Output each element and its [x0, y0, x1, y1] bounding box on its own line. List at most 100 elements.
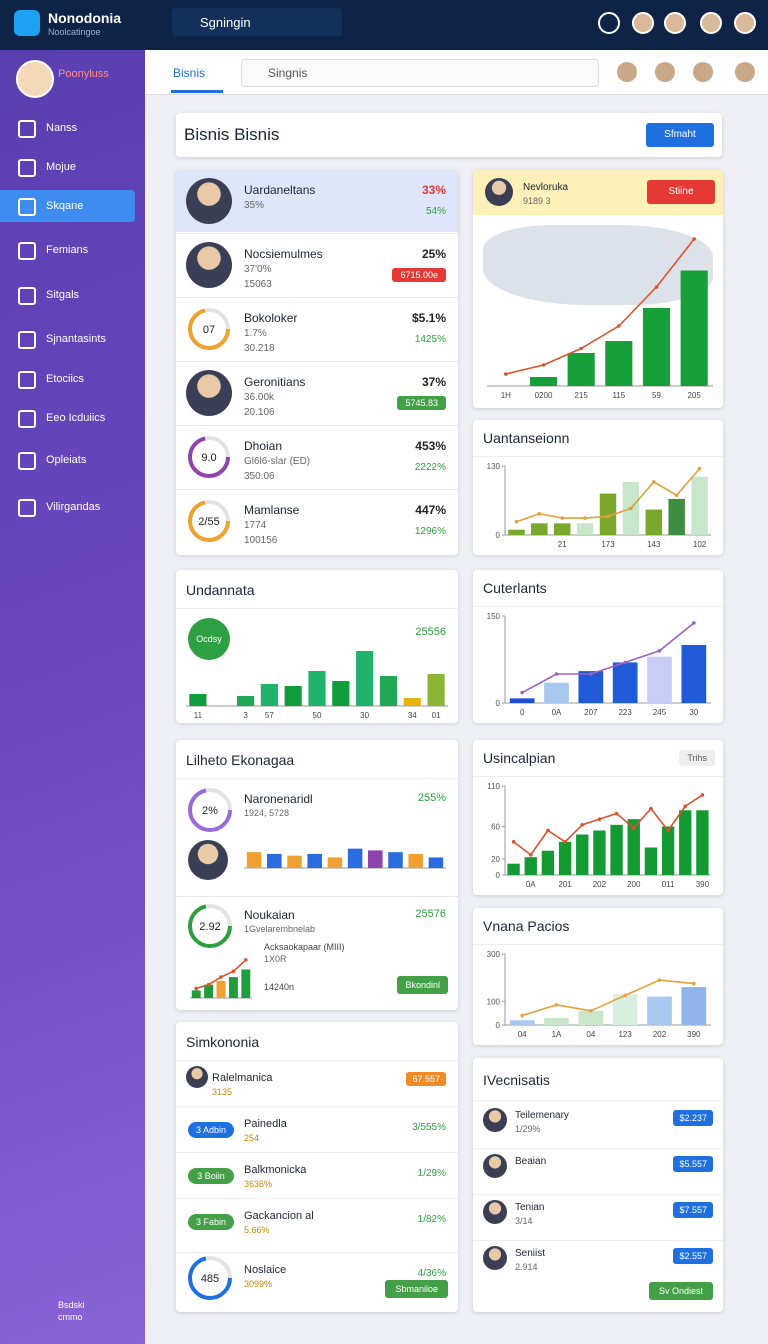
map-button[interactable]: Stiine: [647, 180, 715, 204]
map-name[interactable]: Nevloruka: [523, 182, 569, 193]
row-name[interactable]: Mamlanse: [244, 503, 300, 517]
undannata-card: Undannata Ocdsy 25556 11 3 57 50 30 34 01: [176, 570, 458, 723]
x-tick-label: 0: [520, 708, 525, 717]
menu-icon[interactable]: [18, 120, 36, 138]
menu-item[interactable]: Etociics: [46, 373, 84, 385]
x-tick-label: 223: [618, 708, 632, 717]
card-button[interactable]: Sbmaniloe: [385, 1280, 448, 1298]
avatar[interactable]: [186, 178, 232, 224]
avatar[interactable]: [186, 370, 232, 416]
menu-icon[interactable]: [18, 198, 36, 216]
primary-button[interactable]: Sfmaht: [646, 123, 714, 147]
menu-item[interactable]: Nanss: [46, 122, 78, 134]
row-name[interactable]: Dhoian: [244, 439, 283, 453]
row-name[interactable]: Seniist: [515, 1248, 546, 1259]
row-name[interactable]: Tenian: [515, 1202, 545, 1213]
avatar[interactable]: [186, 1066, 208, 1088]
row-name[interactable]: Noslaice: [244, 1264, 287, 1276]
simkononia-card: Simkononia Ralelmanica 3135 67.557 3 Adbin Pa…: [176, 1022, 458, 1312]
row-name[interactable]: Beaian: [515, 1156, 547, 1167]
top-icon[interactable]: [734, 12, 756, 34]
top-icon[interactable]: [598, 12, 620, 34]
search-box[interactable]: Singnis: [241, 59, 599, 87]
bar: [216, 980, 226, 998]
chart: 0 100 300 04 1A 04 123 202 390: [487, 950, 711, 1039]
row-name[interactable]: Noukaian: [244, 908, 295, 922]
menu-icon[interactable]: [18, 331, 36, 349]
row-pill[interactable]: 3 Boiin: [188, 1168, 234, 1184]
donut-label: 2.92: [199, 921, 220, 933]
row-value: 1/82%: [417, 1214, 446, 1225]
row-name[interactable]: Teilemenary: [515, 1110, 569, 1121]
menu-icon[interactable]: [18, 499, 36, 517]
trend-point: [697, 466, 702, 471]
avatar[interactable]: [483, 1200, 507, 1224]
avatar[interactable]: [483, 1154, 507, 1178]
top-icon[interactable]: [700, 12, 722, 34]
menu-item[interactable]: Eeo Icduiics: [46, 412, 106, 424]
header-icon[interactable]: [617, 62, 637, 82]
menu-item[interactable]: Opleiats: [46, 454, 87, 466]
menu-icon[interactable]: [18, 159, 36, 177]
header-icon[interactable]: [735, 62, 755, 82]
row-value: 255%: [417, 792, 446, 804]
top-icon[interactable]: [632, 12, 654, 34]
row-extra: 54%: [425, 206, 446, 217]
menu-icon[interactable]: [18, 452, 36, 470]
menu-icon[interactable]: [18, 410, 36, 428]
menu-icon[interactable]: [18, 242, 36, 260]
trend-point: [511, 840, 516, 844]
cuterlants-card: Cuterlants 0 150 0 0A 207 223 245 30: [473, 570, 723, 723]
row-name[interactable]: Nocsiemulmes: [244, 247, 323, 261]
row-value: 3/555%: [412, 1122, 446, 1133]
menu-item[interactable]: Sitgals: [46, 289, 80, 301]
menu-active: [0, 190, 135, 222]
header-icon[interactable]: [655, 62, 675, 82]
avatar[interactable]: [186, 242, 232, 288]
menu-icon[interactable]: [18, 287, 36, 305]
menu-item[interactable]: Vilirgandas: [46, 501, 101, 513]
row-name[interactable]: Bokoloker: [244, 311, 298, 325]
bar: [204, 984, 214, 998]
row-name[interactable]: Painedla: [244, 1118, 287, 1130]
logo-icon[interactable]: [14, 10, 40, 36]
menu-item[interactable]: Skqane: [46, 200, 84, 212]
tab-underline: [171, 90, 223, 93]
menu-item[interactable]: Sjnantasints: [46, 333, 106, 345]
row-pill[interactable]: 3 Adbin: [188, 1122, 234, 1138]
row-name[interactable]: Naronenaridl: [244, 792, 313, 806]
trend-point: [606, 514, 610, 519]
trend-point: [206, 982, 211, 987]
avatar[interactable]: [483, 1246, 507, 1270]
search-box[interactable]: Sgningin: [172, 8, 342, 36]
menu-item[interactable]: Femians: [46, 244, 89, 256]
tab[interactable]: Bisnis: [173, 66, 206, 80]
row-pill[interactable]: 3 Fabin: [188, 1214, 234, 1230]
top-icon[interactable]: [664, 12, 686, 34]
top-bar: Nonodonia Noolcatingoe Sgningin: [0, 0, 768, 50]
row-extra: 2222%: [414, 462, 446, 473]
avatar[interactable]: [188, 840, 228, 880]
bar: [553, 523, 571, 535]
row-sub: Gl6l6-slar (ED): [244, 456, 311, 467]
bar: [260, 684, 278, 706]
bar: [593, 830, 606, 875]
menu-icon[interactable]: [18, 371, 36, 389]
row-name[interactable]: Gackancion al: [244, 1210, 314, 1222]
header-icon[interactable]: [693, 62, 713, 82]
avatar[interactable]: [483, 1108, 507, 1132]
row-name[interactable]: Geronitians: [244, 375, 306, 389]
card-button[interactable]: Trihs: [679, 750, 715, 766]
avatar[interactable]: [485, 178, 513, 206]
row-name[interactable]: Balkmonicka: [244, 1164, 307, 1176]
menu-item[interactable]: Mojue: [46, 161, 76, 173]
bar: [696, 810, 709, 875]
row-name[interactable]: Ralelmanica: [212, 1072, 273, 1084]
x-tick-label: 207: [584, 708, 598, 717]
row-name[interactable]: Uardaneltans: [244, 183, 316, 197]
row-button[interactable]: Bkondinl: [397, 976, 448, 994]
card-button[interactable]: Sv Ondiest: [648, 1282, 713, 1300]
user-avatar[interactable]: [16, 60, 54, 98]
bar: [191, 990, 201, 998]
card-title: Simkononia: [186, 1034, 260, 1050]
